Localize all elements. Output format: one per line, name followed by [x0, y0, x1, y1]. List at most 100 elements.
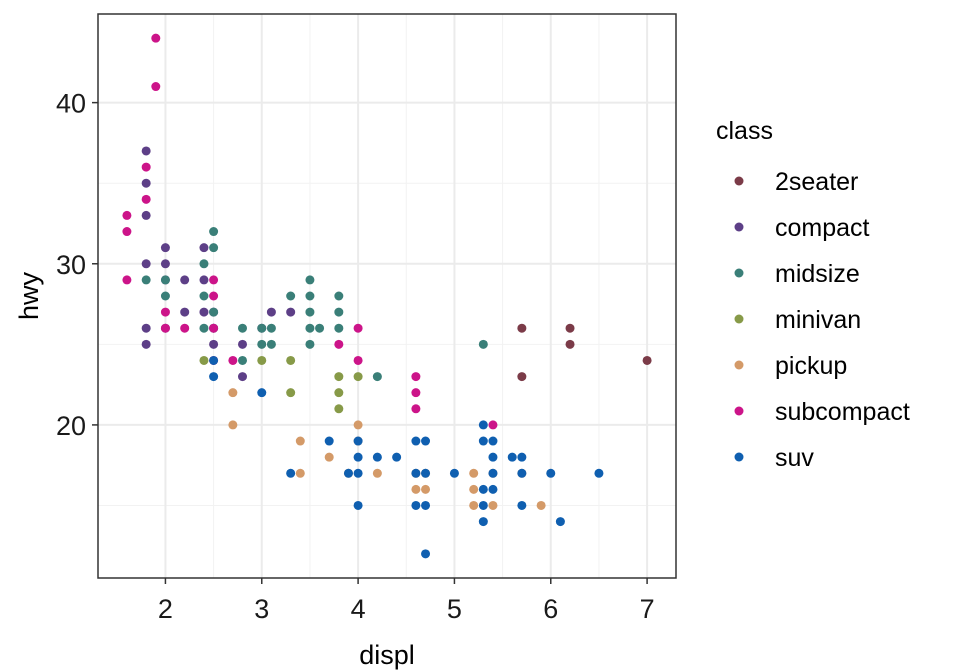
point-pickup — [295, 436, 305, 446]
point-compact — [199, 275, 209, 285]
legend-label-minivan: minivan — [775, 306, 861, 334]
point-suv — [594, 468, 604, 478]
x-tick-label: 3 — [254, 594, 269, 624]
point-suv — [555, 517, 565, 527]
point-subcompact — [228, 355, 238, 365]
point-compact — [160, 259, 170, 269]
point-suv — [421, 500, 431, 510]
point-suv — [324, 436, 334, 446]
point-compact — [199, 243, 209, 253]
point-subcompact — [488, 420, 498, 430]
y-axis: 20 30 40 — [56, 89, 98, 441]
point-midsize — [160, 291, 170, 301]
point-subcompact — [411, 388, 421, 398]
point-midsize — [305, 339, 315, 349]
legend-label-2seater: 2seater — [775, 168, 858, 196]
point-pickup — [469, 468, 479, 478]
legend-label-pickup: pickup — [775, 352, 847, 380]
point-minivan — [334, 388, 344, 398]
point-compact — [180, 275, 190, 285]
point-suv — [353, 452, 363, 462]
points — [122, 33, 652, 559]
point-midsize — [209, 307, 219, 317]
point-suv — [507, 452, 517, 462]
point-suv — [353, 436, 363, 446]
point-subcompact — [209, 323, 219, 333]
point-suv — [372, 452, 382, 462]
point-compact — [141, 146, 151, 156]
point-compact — [238, 339, 247, 349]
point-subcompact — [209, 291, 219, 301]
y-tick-label: 20 — [56, 411, 86, 441]
point-minivan — [334, 372, 344, 382]
point-minivan — [286, 355, 296, 365]
point-minivan — [199, 355, 209, 365]
point-suv — [421, 468, 431, 478]
point-suv — [517, 452, 527, 462]
x-axis-title: displ — [359, 640, 415, 670]
point-2seater — [517, 323, 527, 333]
point-midsize — [334, 307, 344, 317]
point-subcompact — [180, 323, 190, 333]
panel-border — [97, 13, 677, 579]
point-2seater — [565, 339, 575, 349]
legend-key-subcompact — [734, 406, 744, 416]
y-tick-label: 30 — [56, 250, 86, 280]
point-suv — [517, 500, 527, 510]
point-subcompact — [141, 194, 151, 204]
point-compact — [286, 307, 296, 317]
point-midsize — [334, 323, 344, 333]
legend-key-2seater — [734, 176, 744, 186]
point-pickup — [295, 468, 305, 478]
point-pickup — [469, 500, 479, 510]
point-midsize — [334, 291, 344, 301]
legend-key-suv — [734, 452, 744, 462]
legend-key-minivan — [734, 314, 744, 324]
point-pickup — [411, 484, 421, 494]
point-midsize — [478, 339, 488, 349]
point-subcompact — [141, 162, 151, 172]
point-subcompact — [160, 323, 170, 333]
point-minivan — [334, 404, 344, 414]
grid — [98, 14, 676, 578]
legend-label-compact: compact — [775, 214, 870, 242]
point-suv — [488, 436, 498, 446]
point-midsize — [257, 323, 267, 333]
point-midsize — [266, 339, 276, 349]
point-suv — [209, 355, 219, 365]
point-subcompact — [334, 339, 344, 349]
point-midsize — [266, 323, 276, 333]
point-midsize — [372, 372, 382, 382]
point-subcompact — [411, 372, 421, 382]
legend-label-subcompact: subcompact — [775, 398, 910, 426]
point-compact — [199, 307, 209, 317]
point-midsize — [286, 291, 296, 301]
legend-title: class — [716, 117, 773, 145]
point-compact — [141, 210, 151, 220]
point-pickup — [469, 484, 479, 494]
point-pickup — [488, 500, 498, 510]
point-compact — [238, 372, 247, 382]
x-axis: 2 3 4 5 6 7 — [158, 578, 655, 624]
point-suv — [478, 517, 488, 527]
point-minivan — [286, 388, 296, 398]
point-compact — [141, 323, 151, 333]
x-tick-label: 6 — [543, 594, 558, 624]
point-2seater — [642, 355, 652, 365]
point-suv — [353, 500, 363, 510]
point-suv — [478, 500, 488, 510]
x-tick-label: 7 — [640, 594, 655, 624]
x-tick-label: 5 — [447, 594, 462, 624]
point-pickup — [228, 388, 238, 398]
point-suv — [488, 452, 498, 462]
point-midsize — [209, 243, 219, 253]
point-compact — [209, 339, 219, 349]
point-midsize — [199, 323, 209, 333]
point-suv — [257, 388, 267, 398]
point-subcompact — [122, 275, 132, 285]
legend-label-midsize: midsize — [775, 260, 860, 288]
point-midsize — [238, 355, 247, 365]
point-compact — [180, 307, 190, 317]
point-compact — [160, 243, 170, 253]
